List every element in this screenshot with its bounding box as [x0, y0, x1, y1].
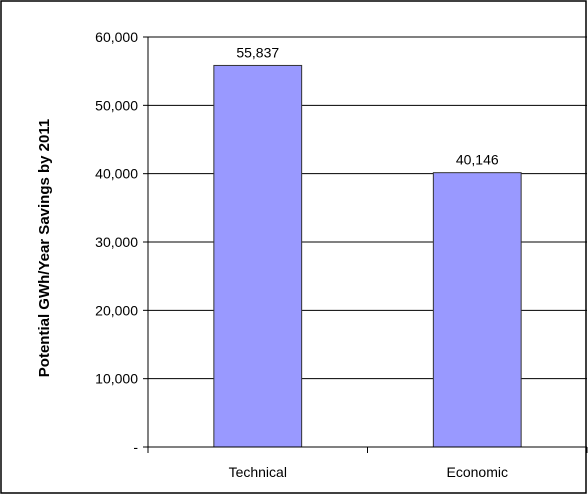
- x-category-label: Economic: [447, 464, 508, 480]
- bar-technical: [213, 64, 303, 448]
- y-tick-label: 30,000: [95, 234, 138, 250]
- x-category-label: Technical: [229, 464, 287, 480]
- data-label-economic: 40,146: [456, 152, 499, 168]
- y-axis-title: Potential GWh/Year Savings by 2011: [36, 119, 53, 377]
- y-tick-label: 10,000: [95, 371, 138, 387]
- y-tick-label: 40,000: [95, 166, 138, 182]
- data-label-technical: 55,837: [236, 44, 279, 60]
- bar-economic: [432, 172, 522, 448]
- y-tick-label: 20,000: [95, 302, 138, 318]
- y-tick-label: -: [133, 439, 138, 455]
- y-tick-label: 60,000: [95, 29, 138, 45]
- y-tick-label: 50,000: [95, 97, 138, 113]
